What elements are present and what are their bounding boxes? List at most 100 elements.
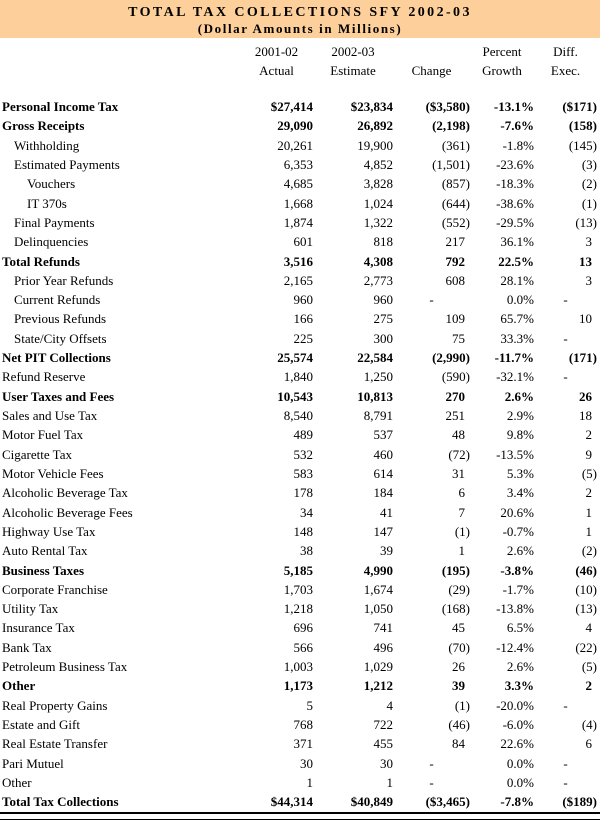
cell-growth: -6.0%: [502, 717, 534, 732]
cell-actual: 1,840: [283, 369, 313, 385]
cell-estimate: 4,990: [363, 562, 393, 578]
row-label: Gross Receipts: [2, 118, 85, 134]
column-header-change-top: [393, 42, 470, 61]
cell-change: (72): [448, 446, 470, 462]
row-label: Highway Use Tax: [2, 523, 96, 539]
cell-actual: 566: [293, 639, 314, 655]
row-label: Bank Tax: [2, 639, 52, 655]
cell-growth: 0.0%: [506, 755, 534, 771]
cell-change: (590): [441, 369, 470, 385]
cell-estimate: 10,813: [357, 388, 393, 404]
cell-actual: 1,668: [283, 195, 313, 211]
cell-growth: -23.6%: [496, 156, 534, 172]
cell-actual: 583: [293, 465, 314, 481]
cell-change: (552): [441, 214, 470, 230]
table-row: Utility Tax 1,218 1,050 (168) -13.8% (13…: [0, 599, 600, 618]
row-label: Refund Reserve: [2, 369, 86, 385]
cell-actual: 3,516: [283, 253, 313, 269]
row-label: Estimated Payments: [14, 156, 120, 172]
cell-actual: 8,540: [283, 408, 313, 423]
cell-change: 39: [452, 678, 465, 694]
cell-actual: 1,173: [283, 678, 313, 694]
cell-change: 75: [452, 330, 465, 346]
row-label: Delinquencies: [14, 234, 89, 250]
table-row: Withholding 20,261 19,900 (361) -1.8% (1…: [0, 136, 600, 155]
row-label: Motor Fuel Tax: [2, 427, 84, 443]
row-label: Current Refunds: [14, 292, 101, 308]
column-header-diff: Diff.: [553, 44, 578, 59]
cell-actual: 30: [300, 755, 313, 771]
report-subtitle: (Dollar Amounts in Millions): [197, 21, 403, 36]
table-row: Alcoholic Beverage Tax 178 184 6 3.4% 2: [0, 483, 600, 502]
cell-change: (1): [454, 523, 470, 539]
cell-diff: 18: [579, 408, 592, 423]
cell-change: 48: [452, 427, 465, 443]
cell-diff: 26: [579, 388, 592, 404]
cell-change: 1: [458, 543, 466, 559]
table-row: Real Property Gains 5 4 (1) -20.0% -: [0, 696, 600, 715]
cell-actual: 1,703: [283, 581, 313, 597]
cell-change: 84: [452, 736, 465, 752]
row-label: Total Refunds: [2, 253, 80, 269]
cell-change: 6: [458, 485, 466, 501]
cell-diff: 3: [585, 234, 593, 250]
column-header-exec: Exec.: [550, 63, 581, 78]
cell-diff: 6: [585, 736, 593, 752]
row-label: Estate and Gift: [2, 717, 80, 732]
cell-estimate: $40,849: [350, 794, 393, 810]
cell-growth: -13.5%: [496, 446, 534, 462]
cell-change: 7: [458, 504, 466, 520]
cell-estimate: 275: [373, 311, 394, 327]
cell-diff: ($171): [562, 99, 597, 114]
cell-actual: $44,314: [270, 794, 313, 810]
cell-estimate: 1,050: [363, 601, 393, 617]
cell-change: (1,501): [432, 156, 470, 172]
cell-actual: 1,874: [283, 214, 313, 230]
cell-actual: 1,218: [283, 601, 313, 617]
cell-change: 31: [452, 465, 465, 481]
table-row: Total Tax Collections $44,314 $40,849 ($…: [0, 792, 600, 811]
cell-growth: 33.3%: [500, 330, 534, 346]
table-row: Estate and Gift 768 722 (46) -6.0% (4): [0, 715, 600, 734]
cell-change: -: [429, 292, 434, 308]
table-row: Refund Reserve 1,840 1,250 (590) -32.1% …: [0, 367, 600, 386]
label-column-spacer: [0, 42, 240, 61]
table-row: Business Taxes 5,185 4,990 (195) -3.8% (…: [0, 561, 600, 580]
column-header-growth: Growth: [482, 63, 522, 78]
table-row: Motor Fuel Tax 489 537 48 9.8% 2: [0, 425, 600, 444]
cell-estimate: 41: [380, 504, 393, 520]
cell-diff: (22): [575, 639, 597, 655]
cell-change: 792: [445, 253, 466, 269]
table-row: Pari Mutuel 30 30 - 0.0% -: [0, 754, 600, 773]
cell-estimate: 537: [373, 427, 394, 443]
cell-diff: 2: [585, 427, 593, 443]
cell-change: (195): [441, 562, 470, 578]
table-row: Other 1 1 - 0.0% -: [0, 773, 600, 792]
row-label: Business Taxes: [2, 562, 85, 578]
row-label: Net PIT Collections: [2, 350, 111, 366]
cell-diff: 2: [585, 485, 593, 501]
cell-change: (644): [441, 195, 470, 211]
cell-growth: 0.0%: [506, 292, 534, 308]
row-label: Insurance Tax: [2, 620, 75, 636]
cell-change: (29): [448, 581, 470, 597]
row-label: Final Payments: [14, 214, 95, 230]
cell-estimate: 8,791: [363, 408, 393, 423]
cell-growth: -20.0%: [496, 697, 534, 713]
cell-actual: 5: [306, 697, 314, 713]
row-label: Alcoholic Beverage Tax: [2, 485, 128, 501]
cell-actual: $27,414: [270, 99, 313, 114]
cell-growth: -11.7%: [494, 350, 534, 366]
table-row: Total Refunds 3,516 4,308 792 22.5% 13: [0, 252, 600, 271]
cell-diff: 13: [579, 253, 592, 269]
cell-change: (361): [441, 137, 470, 153]
cell-actual: 1,003: [283, 659, 313, 675]
cell-diff: 10: [579, 311, 592, 327]
cell-diff: -: [563, 755, 568, 771]
row-label: Other: [2, 678, 36, 694]
cell-actual: 29,090: [277, 118, 313, 134]
cell-diff: (5): [581, 465, 597, 481]
cell-estimate: $23,834: [350, 99, 393, 114]
row-label: Vouchers: [27, 176, 76, 192]
cell-estimate: 818: [373, 234, 394, 250]
